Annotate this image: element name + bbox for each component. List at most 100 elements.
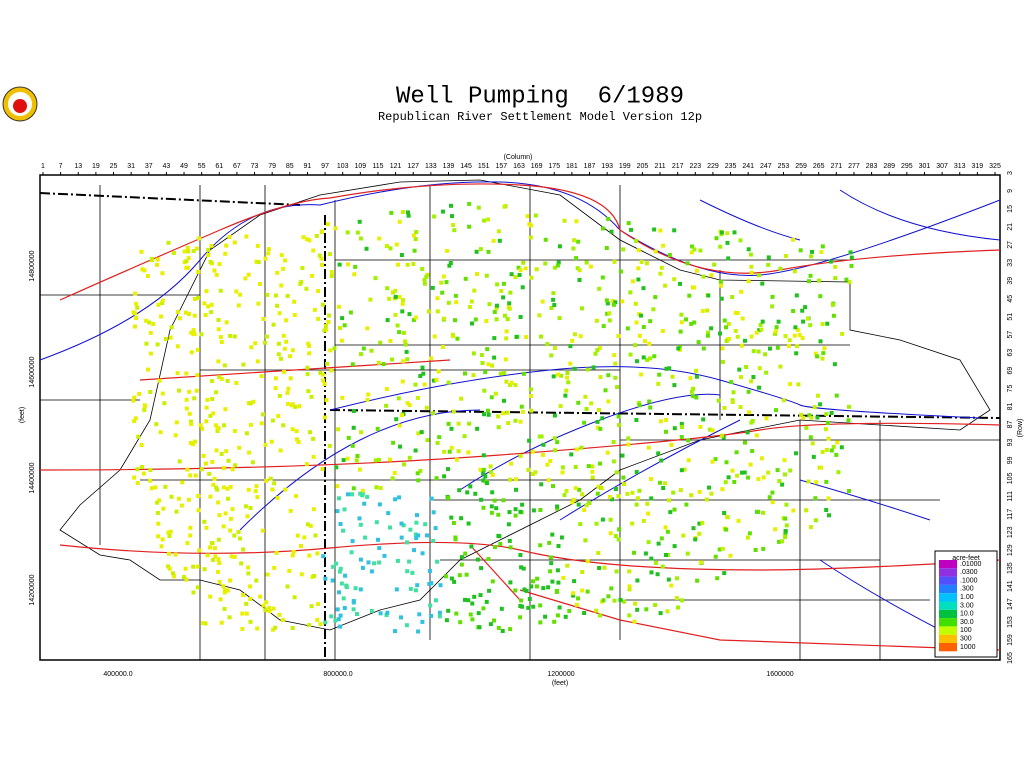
pumping-cell — [698, 424, 703, 429]
pumping-cell — [704, 497, 709, 502]
pumping-cell — [701, 274, 706, 279]
pumping-cell — [710, 428, 715, 433]
pumping-cell — [198, 423, 203, 428]
pumping-cell — [680, 598, 685, 603]
pumping-cell — [407, 559, 412, 564]
pumping-cell — [689, 493, 694, 498]
pumping-cell — [569, 452, 574, 457]
pumping-cell — [501, 295, 506, 300]
pumping-cell — [732, 480, 737, 484]
pumping-cell — [447, 449, 452, 454]
row-label: 99 — [1007, 456, 1014, 464]
pumping-cell — [314, 233, 319, 238]
pumping-cell — [441, 209, 445, 214]
pumping-cell — [794, 351, 799, 356]
pumping-cell — [543, 237, 548, 242]
pumping-cell — [463, 371, 467, 376]
pumping-cell — [579, 445, 584, 450]
pumping-cell — [574, 219, 579, 224]
pumping-cell — [568, 361, 573, 366]
pumping-cell — [174, 509, 179, 514]
pumping-cell — [140, 465, 144, 469]
pumping-cell — [489, 504, 494, 509]
pumping-cell — [724, 527, 729, 532]
pumping-cell — [611, 302, 616, 307]
pumping-cell — [800, 336, 805, 341]
pumping-cell — [587, 500, 592, 505]
row-label: 129 — [1007, 544, 1014, 556]
pumping-cell — [401, 298, 405, 303]
pumping-cell — [411, 262, 416, 266]
pumping-cell — [597, 408, 601, 412]
pumping-cell — [604, 246, 609, 250]
pumping-cell — [694, 268, 699, 273]
pumping-cell — [526, 467, 531, 472]
pumping-cell — [229, 554, 234, 559]
pumping-cell — [422, 277, 427, 282]
pumping-cell — [365, 397, 370, 402]
legend-label: .1000 — [960, 577, 978, 584]
pumping-cell — [339, 581, 344, 586]
pumping-cell — [342, 606, 347, 610]
pumping-cell — [784, 502, 789, 507]
pumping-cell — [557, 605, 562, 610]
pumping-cell — [770, 500, 775, 505]
column-label: 169 — [531, 163, 543, 170]
pumping-cell — [617, 423, 622, 428]
pumping-cell — [632, 550, 636, 555]
pumping-cell — [658, 271, 663, 276]
pumping-cell — [691, 526, 696, 531]
column-label: 199 — [619, 163, 631, 170]
pumping-cell — [355, 230, 360, 235]
pumping-cell — [660, 329, 665, 333]
pumping-cell — [679, 435, 684, 439]
column-label: 109 — [354, 163, 366, 170]
pumping-cell — [373, 458, 378, 463]
pumping-cell — [427, 569, 432, 573]
pumping-cell — [425, 438, 430, 443]
pumping-cell — [446, 495, 451, 500]
pumping-cell — [248, 401, 253, 406]
pumping-cell — [449, 576, 454, 581]
pumping-cell — [161, 506, 166, 511]
pumping-cell — [720, 487, 725, 492]
pumping-cell — [206, 304, 211, 309]
legend-swatch — [939, 643, 957, 652]
pumping-cell — [552, 413, 557, 418]
pumping-cell — [420, 365, 425, 370]
pumping-cell — [526, 605, 531, 610]
pumping-cell — [396, 262, 400, 267]
pumping-cell — [445, 248, 450, 253]
pumping-cell — [783, 334, 788, 339]
pumping-cell — [232, 554, 237, 559]
pumping-cell — [225, 588, 230, 593]
pumping-cell — [353, 586, 358, 591]
pumping-cell — [840, 331, 845, 336]
pumping-cell — [557, 316, 562, 321]
pumping-cell — [357, 219, 362, 224]
pumping-cell — [617, 527, 622, 532]
pumping-cell — [187, 411, 192, 416]
pumping-cell — [607, 311, 612, 316]
pumping-cell — [791, 237, 795, 242]
pumping-cell — [730, 468, 735, 473]
pumping-cell — [286, 386, 291, 391]
pumping-cell — [419, 430, 424, 435]
pumping-cell — [814, 480, 819, 485]
pumping-cell — [148, 478, 153, 483]
pumping-cell — [508, 383, 512, 387]
pumping-cell — [467, 305, 472, 309]
pumping-cell — [166, 240, 171, 245]
pumping-cell — [574, 256, 579, 261]
pumping-cell — [633, 343, 638, 348]
column-label: 145 — [460, 163, 472, 170]
pumping-cell — [171, 251, 176, 255]
pumping-cell — [549, 561, 554, 566]
pumping-cell — [639, 372, 644, 377]
pumping-cell — [429, 613, 434, 618]
pumping-cell — [757, 328, 762, 333]
pumping-cell — [777, 539, 781, 544]
map — [39, 174, 1001, 661]
pumping-cell — [321, 554, 326, 559]
pumping-cell — [313, 533, 318, 538]
